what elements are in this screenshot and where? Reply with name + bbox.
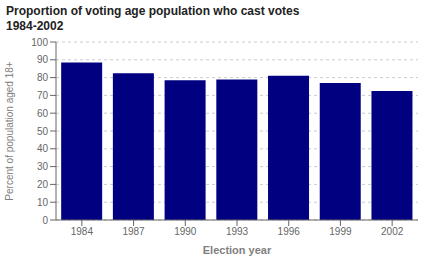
- svg-text:50: 50: [37, 126, 49, 137]
- svg-text:100: 100: [31, 37, 48, 48]
- svg-text:80: 80: [37, 72, 49, 83]
- svg-text:70: 70: [37, 90, 49, 101]
- svg-text:30: 30: [37, 161, 49, 172]
- svg-text:2002: 2002: [381, 226, 404, 237]
- svg-text:1996: 1996: [278, 226, 301, 237]
- svg-text:1984: 1984: [71, 226, 94, 237]
- svg-text:60: 60: [37, 108, 49, 119]
- svg-text:1987: 1987: [122, 226, 145, 237]
- svg-text:20: 20: [37, 179, 49, 190]
- html-text:1984-2002: 1984-2002: [6, 19, 64, 33]
- svg-text:40: 40: [37, 143, 49, 154]
- svg-text:Election year: Election year: [203, 244, 272, 256]
- svg-text:1990: 1990: [174, 226, 197, 237]
- svg-text:10: 10: [37, 197, 49, 208]
- svg-text:0: 0: [42, 215, 48, 226]
- svg-text:90: 90: [37, 54, 49, 65]
- svg-text:1993: 1993: [226, 226, 249, 237]
- svg-text:1999: 1999: [329, 226, 352, 237]
- svg-text:Percent of population aged 18+: Percent of population aged 18+: [8, 61, 15, 200]
- html-text:Proportion of voting age popul: Proportion of voting age population who …: [6, 4, 300, 18]
